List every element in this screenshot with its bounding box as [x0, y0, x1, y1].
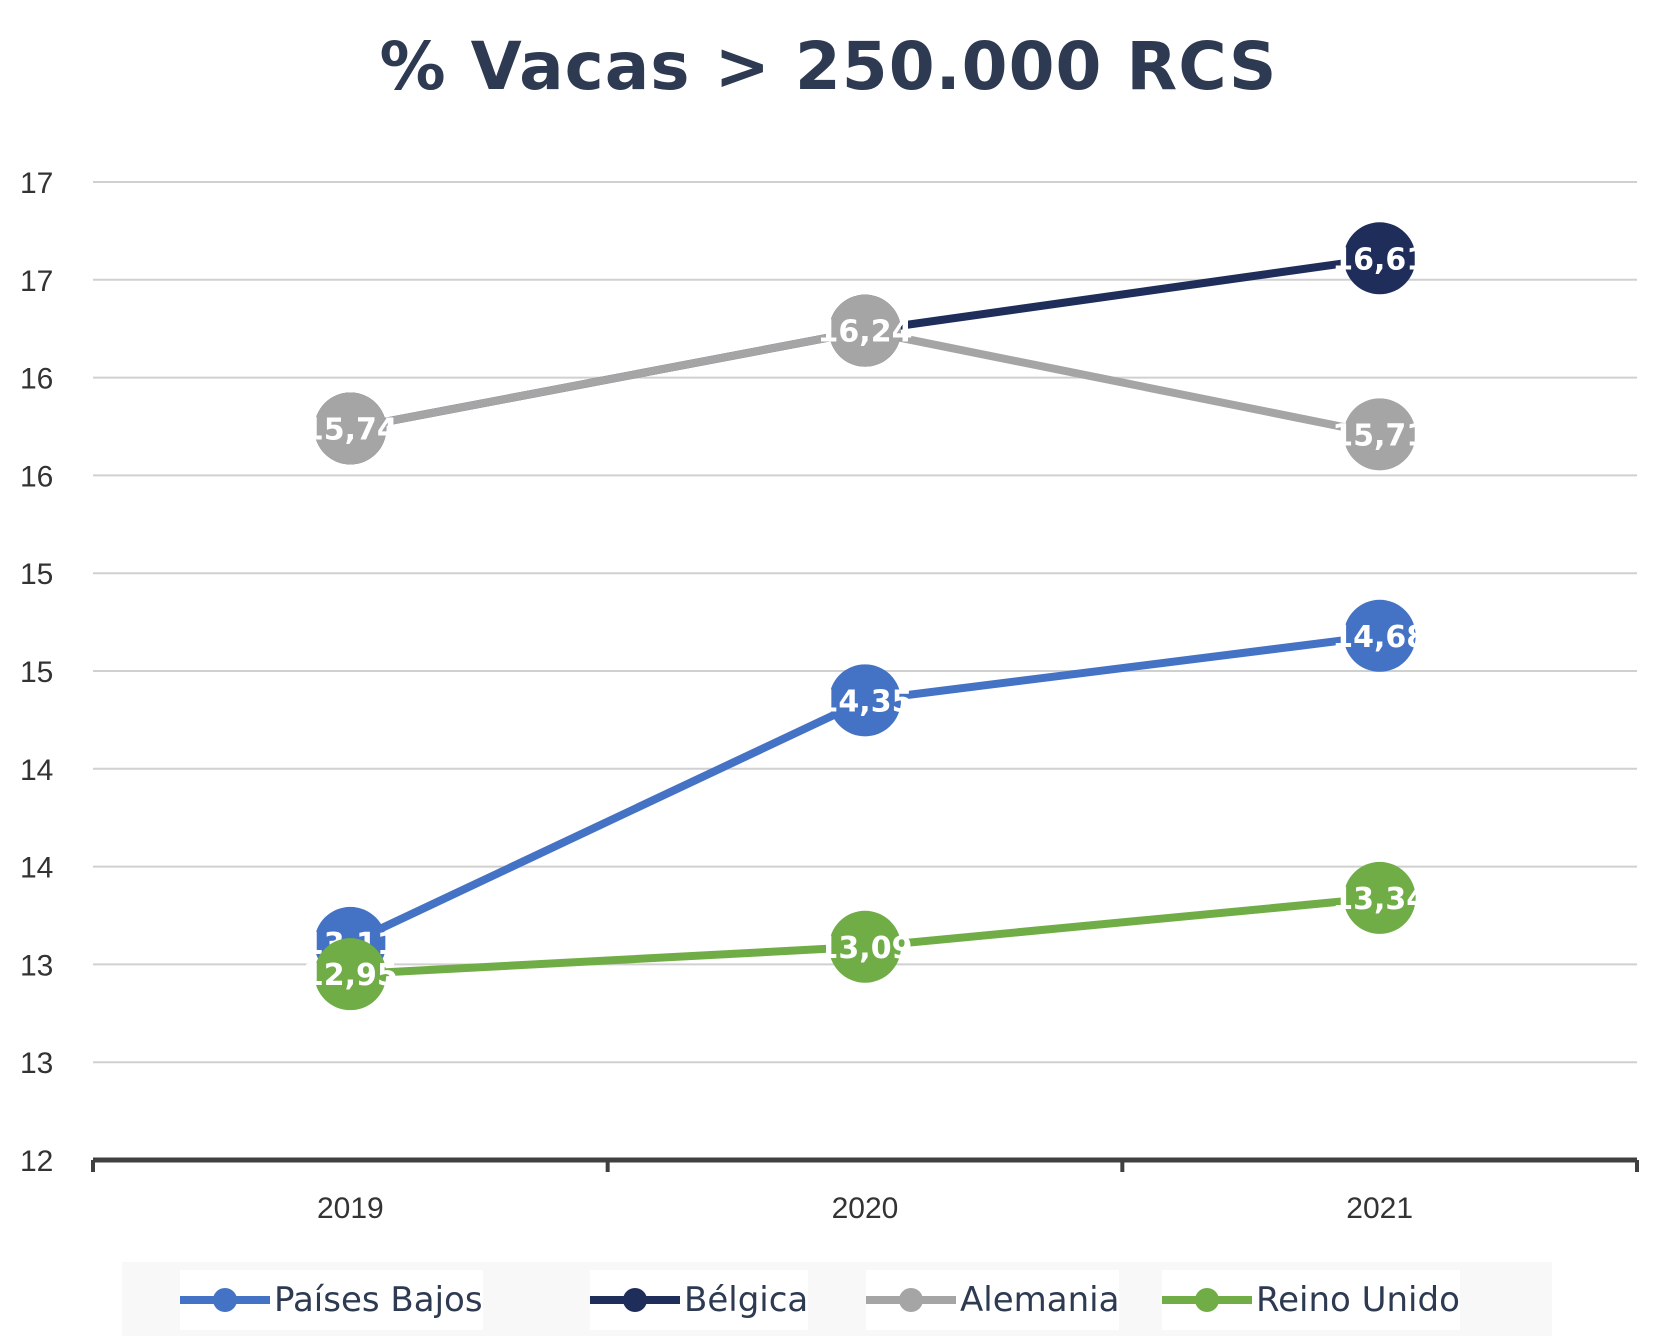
data-point	[829, 294, 901, 367]
legend-swatch-marker	[899, 1288, 923, 1312]
chart-title: % Vacas > 250.000 RCS	[379, 28, 1278, 105]
legend-swatch-marker	[213, 1288, 237, 1312]
data-point	[829, 664, 901, 737]
data-label: 13,09	[818, 931, 913, 966]
legend-label: Bélgica	[684, 1280, 809, 1320]
data-label: 14,68	[1332, 620, 1427, 655]
data-point	[1343, 599, 1416, 672]
data-point	[1343, 222, 1416, 295]
y-tick-label: 17	[20, 265, 53, 298]
data-point	[314, 392, 387, 465]
data-label: 13,34	[1332, 882, 1427, 917]
legend-swatch	[590, 1285, 680, 1315]
legend-item: Reino Unido	[1162, 1270, 1460, 1330]
legend-swatch	[180, 1285, 270, 1315]
data-label: 16,24	[818, 315, 913, 350]
y-tick-label: 13	[20, 949, 53, 982]
data-label: 15,71	[1332, 418, 1427, 453]
legend-item: Alemania	[866, 1270, 1120, 1330]
data-label: 16,61	[1332, 242, 1427, 277]
y-tick-label: 15	[20, 558, 53, 591]
data-point	[314, 938, 387, 1011]
x-tick-label: 2020	[832, 1192, 899, 1225]
legend-swatch	[866, 1285, 956, 1315]
y-tick-label: 16	[20, 460, 53, 493]
y-tick-label: 14	[20, 852, 53, 885]
y-tick-label: 13	[20, 1047, 53, 1080]
legend-swatch	[1162, 1285, 1252, 1315]
data-label: 12,95	[303, 958, 398, 993]
legend-label: Alemania	[960, 1280, 1120, 1320]
data-point	[1343, 398, 1416, 471]
x-tick-label: 2021	[1346, 1192, 1413, 1225]
legend-item: Países Bajos	[180, 1270, 483, 1330]
y-tick-label: 16	[20, 363, 53, 396]
legend-swatch-marker	[623, 1288, 647, 1312]
legend-swatch-marker	[1195, 1288, 1219, 1312]
legend-label: Países Bajos	[274, 1280, 483, 1320]
y-tick-label: 15	[20, 656, 53, 689]
data-label: 15,74	[303, 412, 398, 447]
y-tick-label: 14	[20, 754, 53, 787]
y-tick-label: 12	[20, 1145, 53, 1178]
x-tick-label: 2019	[317, 1192, 384, 1225]
data-point	[1343, 861, 1416, 934]
legend-label: Reino Unido	[1256, 1280, 1460, 1320]
data-label: 14,35	[818, 684, 913, 719]
legend-item: Bélgica	[590, 1270, 809, 1330]
data-point	[829, 910, 901, 983]
y-tick-label: 17	[20, 167, 53, 200]
